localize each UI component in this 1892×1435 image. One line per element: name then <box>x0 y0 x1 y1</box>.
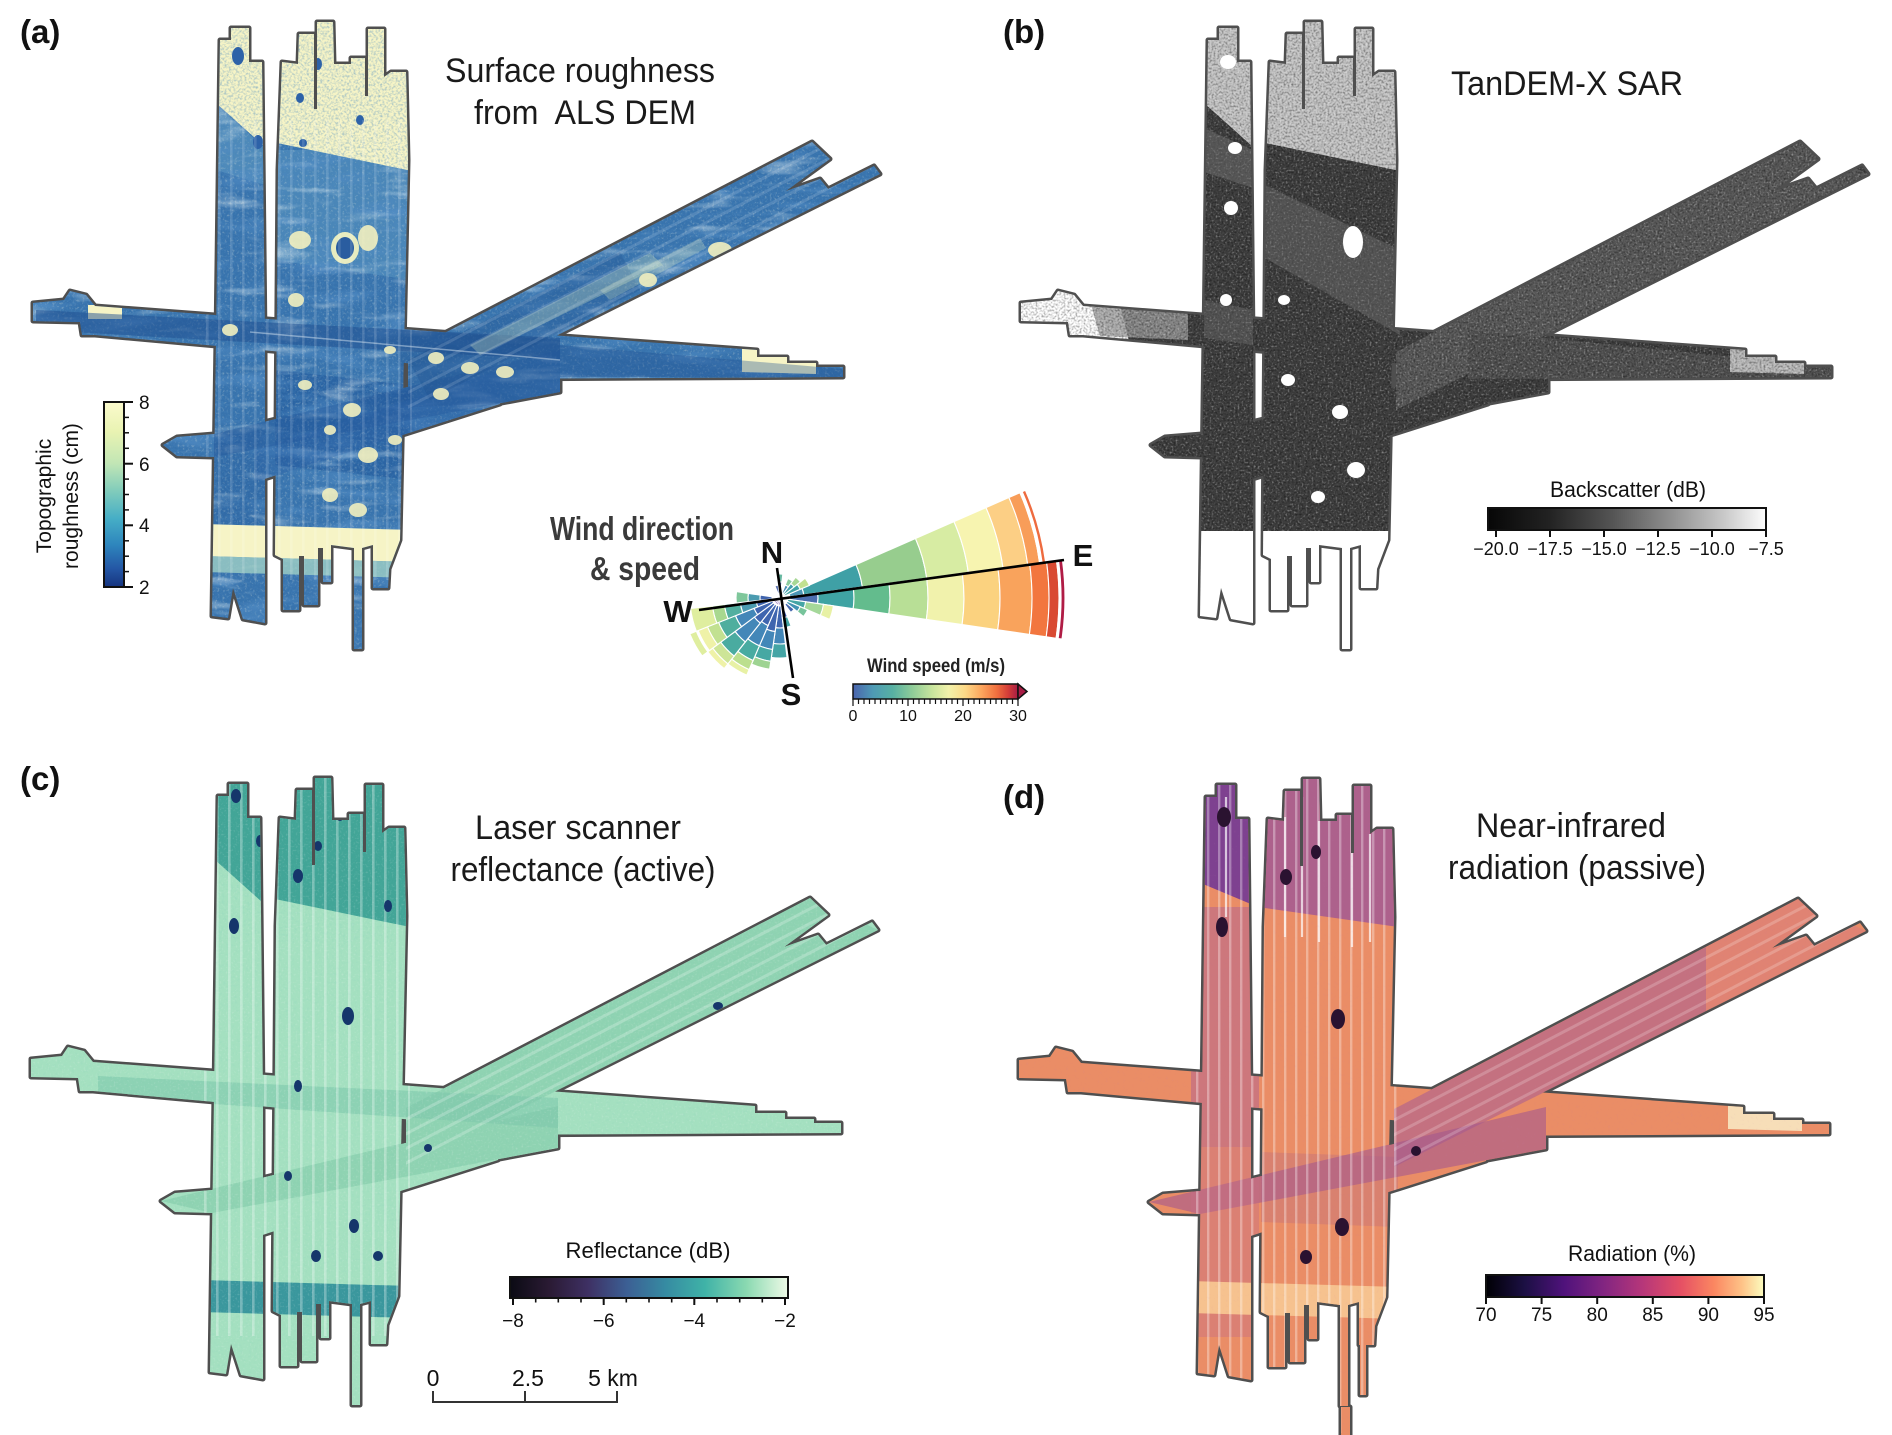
svg-text:TanDEM-X SAR: TanDEM-X SAR <box>1451 65 1683 103</box>
svg-text:E: E <box>1073 538 1094 573</box>
svg-text:−10.0: −10.0 <box>1689 539 1735 559</box>
svg-text:S: S <box>781 677 802 712</box>
svg-text:Laser scanner: Laser scanner <box>475 809 681 847</box>
svg-text:Radiation (%): Radiation (%) <box>1568 1241 1696 1266</box>
svg-text:radiation (passive): radiation (passive) <box>1448 849 1706 887</box>
svg-text:2.5: 2.5 <box>512 1365 544 1391</box>
svg-text:−15.0: −15.0 <box>1581 539 1627 559</box>
svg-text:−4: −4 <box>683 1311 705 1332</box>
svg-text:& speed: & speed <box>590 550 700 587</box>
svg-text:roughness (cm): roughness (cm) <box>60 423 83 569</box>
svg-text:5 km: 5 km <box>588 1365 638 1391</box>
svg-text:80: 80 <box>1587 1305 1608 1326</box>
svg-text:Topographic: Topographic <box>33 439 56 553</box>
svg-text:95: 95 <box>1753 1305 1774 1326</box>
svg-text:−8: −8 <box>502 1311 524 1332</box>
svg-text:from ALS DEM: from ALS DEM <box>474 94 696 132</box>
svg-text:75: 75 <box>1531 1305 1552 1326</box>
svg-text:−7.5: −7.5 <box>1748 539 1784 559</box>
svg-text:Surface roughness: Surface roughness <box>445 52 715 90</box>
svg-text:−2: −2 <box>774 1311 796 1332</box>
svg-text:Reflectance (dB): Reflectance (dB) <box>566 1238 731 1263</box>
svg-text:0: 0 <box>427 1365 440 1391</box>
svg-text:70: 70 <box>1475 1305 1496 1326</box>
svg-text:−12.5: −12.5 <box>1635 539 1681 559</box>
svg-text:2: 2 <box>139 578 150 599</box>
svg-text:20: 20 <box>954 708 972 725</box>
svg-text:10: 10 <box>899 708 917 725</box>
svg-text:W: W <box>663 594 693 629</box>
svg-text:reflectance (active): reflectance (active) <box>451 851 716 889</box>
svg-text:(a): (a) <box>20 13 60 50</box>
svg-text:−17.5: −17.5 <box>1527 539 1573 559</box>
svg-text:4: 4 <box>139 516 150 537</box>
svg-text:30: 30 <box>1009 708 1027 725</box>
svg-text:Wind speed (m/s): Wind speed (m/s) <box>867 656 1005 677</box>
svg-text:(c): (c) <box>20 760 60 797</box>
svg-text:−6: −6 <box>593 1311 615 1332</box>
svg-text:Wind direction: Wind direction <box>550 510 734 547</box>
svg-text:(b): (b) <box>1003 13 1045 50</box>
svg-text:(d): (d) <box>1003 778 1045 815</box>
svg-text:N: N <box>761 535 783 570</box>
svg-text:−20.0: −20.0 <box>1473 539 1519 559</box>
svg-text:Backscatter (dB): Backscatter (dB) <box>1550 477 1706 502</box>
svg-text:6: 6 <box>139 455 150 476</box>
svg-text:0: 0 <box>849 708 858 725</box>
svg-text:85: 85 <box>1642 1305 1663 1326</box>
svg-text:8: 8 <box>139 393 150 414</box>
svg-text:Near-infrared: Near-infrared <box>1476 807 1666 845</box>
svg-text:90: 90 <box>1698 1305 1719 1326</box>
